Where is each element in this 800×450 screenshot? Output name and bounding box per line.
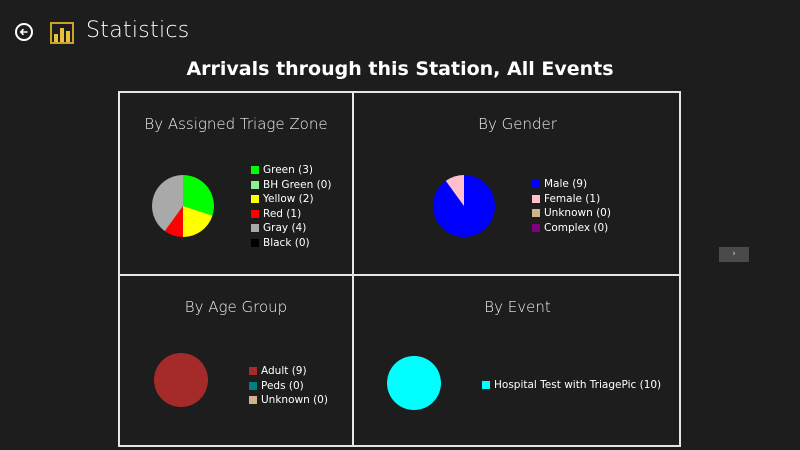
legend-swatch: [251, 238, 259, 247]
legend-label: Adult (9): [261, 365, 307, 377]
scroll-right-button[interactable]: ›: [719, 247, 749, 262]
legend-label: Hospital Test with TriagePic (10): [494, 379, 662, 391]
legend-item: Yellow (2): [251, 192, 331, 207]
legend-item: Unknown (0): [249, 393, 328, 408]
stats-panel-by-assigned-triage-zone: By Assigned Triage Zone Green (3) BH Green…: [120, 93, 352, 274]
panel-title: By Assigned Triage Zone: [144, 115, 328, 133]
legend-item: BH Green (0): [251, 178, 331, 193]
legend-item: Red (1): [251, 207, 331, 222]
pie-slice-green: [183, 175, 214, 216]
chart-legend: Adult (9) Peds (0) Unknown (0): [249, 364, 328, 408]
legend-label: Unknown (0): [544, 207, 611, 219]
back-arrow-icon: [19, 28, 28, 36]
pie-chart: [154, 353, 208, 407]
chart-legend: Hospital Test with TriagePic (10): [482, 378, 661, 393]
legend-item: Unknown (0): [532, 206, 611, 221]
legend-label: Complex (0): [544, 221, 609, 234]
legend-swatch: [251, 180, 259, 189]
legend-label: Green (3): [263, 164, 314, 176]
legend-item: Male (9): [532, 177, 611, 192]
grid-divider-vertical: [352, 93, 354, 445]
panel-title: By Event: [484, 298, 551, 316]
legend-swatch: [482, 381, 490, 390]
legend-item: Gray (4): [251, 221, 331, 236]
legend-item: Hospital Test with TriagePic (10): [482, 378, 661, 393]
pie-slice-adult: [154, 353, 208, 407]
legend-item: Green (3): [251, 163, 331, 178]
legend-swatch: [251, 224, 259, 233]
legend-label: Red (1): [263, 207, 302, 220]
panel-title: By Gender: [478, 115, 557, 133]
legend-label: BH Green (0): [263, 178, 332, 191]
bar-chart-icon: [50, 22, 74, 44]
app-title: Statistics: [86, 18, 190, 43]
legend-item: Adult (9): [249, 364, 328, 379]
stats-panel-by-gender: By Gender Male (9) Female (1) Unknown (0) Co…: [354, 93, 681, 274]
legend-swatch: [532, 223, 540, 232]
pie-chart: [387, 356, 441, 410]
legend-swatch: [249, 381, 257, 390]
legend-swatch: [532, 194, 540, 203]
stats-panel-by-age-group: By Age Group Adult (9) Peds (0) Unknown (0): [120, 276, 352, 447]
legend-swatch: [251, 166, 259, 175]
legend-swatch: [532, 180, 540, 189]
pie-slice-female: [445, 175, 464, 206]
pie-chart: [152, 175, 214, 237]
legend-label: Peds (0): [261, 379, 304, 392]
back-button[interactable]: [15, 23, 33, 41]
grid-divider-horizontal: [120, 274, 679, 276]
legend-label: Yellow (2): [263, 193, 314, 205]
legend-swatch: [251, 209, 259, 218]
pie-slice-red: [164, 206, 183, 237]
stats-grid: By Assigned Triage Zone Green (3) BH Green…: [118, 91, 681, 447]
pie-slice-gray: [152, 175, 183, 232]
legend-swatch: [249, 367, 257, 376]
legend-item: Female (1): [532, 192, 611, 207]
stats-panel-by-event: By Event Hospital Test with TriagePic (10…: [354, 276, 681, 447]
app-header: Statistics: [0, 0, 800, 66]
legend-label: Gray (4): [263, 222, 307, 234]
legend-label: Black (0): [263, 236, 310, 249]
pie-slice-yellow: [183, 206, 213, 237]
page-title: Arrivals through this Station, All Event…: [186, 58, 614, 80]
legend-swatch: [251, 195, 259, 204]
pie-chart: [433, 175, 495, 237]
legend-item: Peds (0): [249, 379, 328, 394]
legend-item: Complex (0): [532, 221, 611, 236]
legend-label: Female (1): [544, 192, 601, 205]
chart-legend: Green (3) BH Green (0) Yellow (2) Red (1) Gr…: [251, 163, 331, 250]
legend-swatch: [249, 396, 257, 405]
legend-swatch: [532, 209, 540, 218]
panel-title: By Age Group: [184, 298, 288, 316]
legend-label: Unknown (0): [261, 394, 328, 406]
pie-slice-hospital-test-with-triagepic: [387, 356, 441, 410]
legend-item: Black (0): [251, 236, 331, 251]
chart-legend: Male (9) Female (1) Unknown (0) Complex (0): [532, 177, 611, 235]
legend-label: Male (9): [544, 178, 588, 190]
